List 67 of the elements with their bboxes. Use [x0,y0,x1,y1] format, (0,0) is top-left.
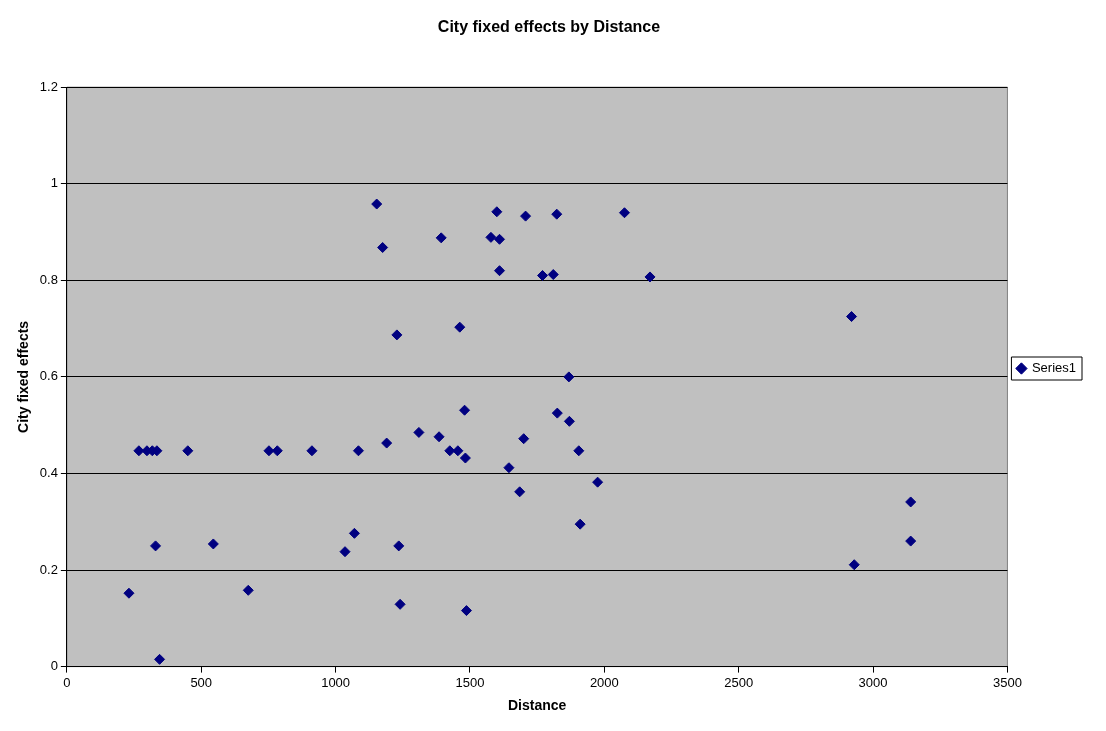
y-tick-label: 0 [50,658,58,674]
point [848,559,860,571]
point [306,445,318,457]
y-tick-label: 1 [50,175,58,191]
point [551,407,563,419]
point [551,208,563,220]
point [394,598,406,610]
y-tick-label: 1.2 [39,78,58,94]
point [154,653,166,665]
point [452,445,464,457]
point [391,329,403,341]
point [518,433,530,445]
point [435,232,447,244]
x-tick-label: 2500 [724,674,754,690]
point [413,426,425,438]
y-axis-title: City fixed effects [15,320,32,433]
point [846,311,858,323]
y-tick-label: 0.6 [39,368,58,384]
point [514,486,526,498]
point [905,535,917,547]
point [494,233,506,245]
point [520,210,532,222]
x-tick-label: 0 [63,674,71,690]
x-tick-label: 1500 [455,674,485,690]
point [563,371,575,383]
y-tick-label: 0.2 [39,561,58,577]
point [459,452,471,464]
point [491,206,503,218]
point [573,445,585,457]
point [263,445,275,457]
point [242,584,254,596]
point [460,605,472,617]
point [494,265,506,277]
point [503,462,515,474]
point [150,540,162,552]
point [618,207,630,219]
x-tick-label: 500 [190,674,213,690]
x-tick-label: 1000 [321,674,351,690]
point [381,437,393,449]
point [433,431,445,443]
point [537,270,549,282]
point [574,518,586,530]
x-tick-label: 2000 [589,674,619,690]
x-axis-title: Distance [507,697,567,714]
y-tick-label: 0.4 [39,465,58,481]
point [644,271,656,283]
point [352,445,364,457]
point [592,476,604,488]
point [454,321,466,333]
point [339,546,351,558]
point [459,404,471,416]
point [182,445,194,457]
point [207,538,219,550]
point [563,415,575,427]
point [485,231,497,243]
point [377,242,389,253]
point [905,496,917,508]
point [393,540,405,552]
chart-title: City fixed effects by Distance [437,18,661,36]
point [547,269,559,281]
point [348,527,360,539]
x-tick-label: 3500 [992,674,1022,690]
y-tick-label: 0.8 [39,271,58,287]
x-tick-label: 3000 [858,674,888,690]
point [371,198,383,210]
legend-label: Series1 [1031,360,1076,376]
point [123,587,135,599]
